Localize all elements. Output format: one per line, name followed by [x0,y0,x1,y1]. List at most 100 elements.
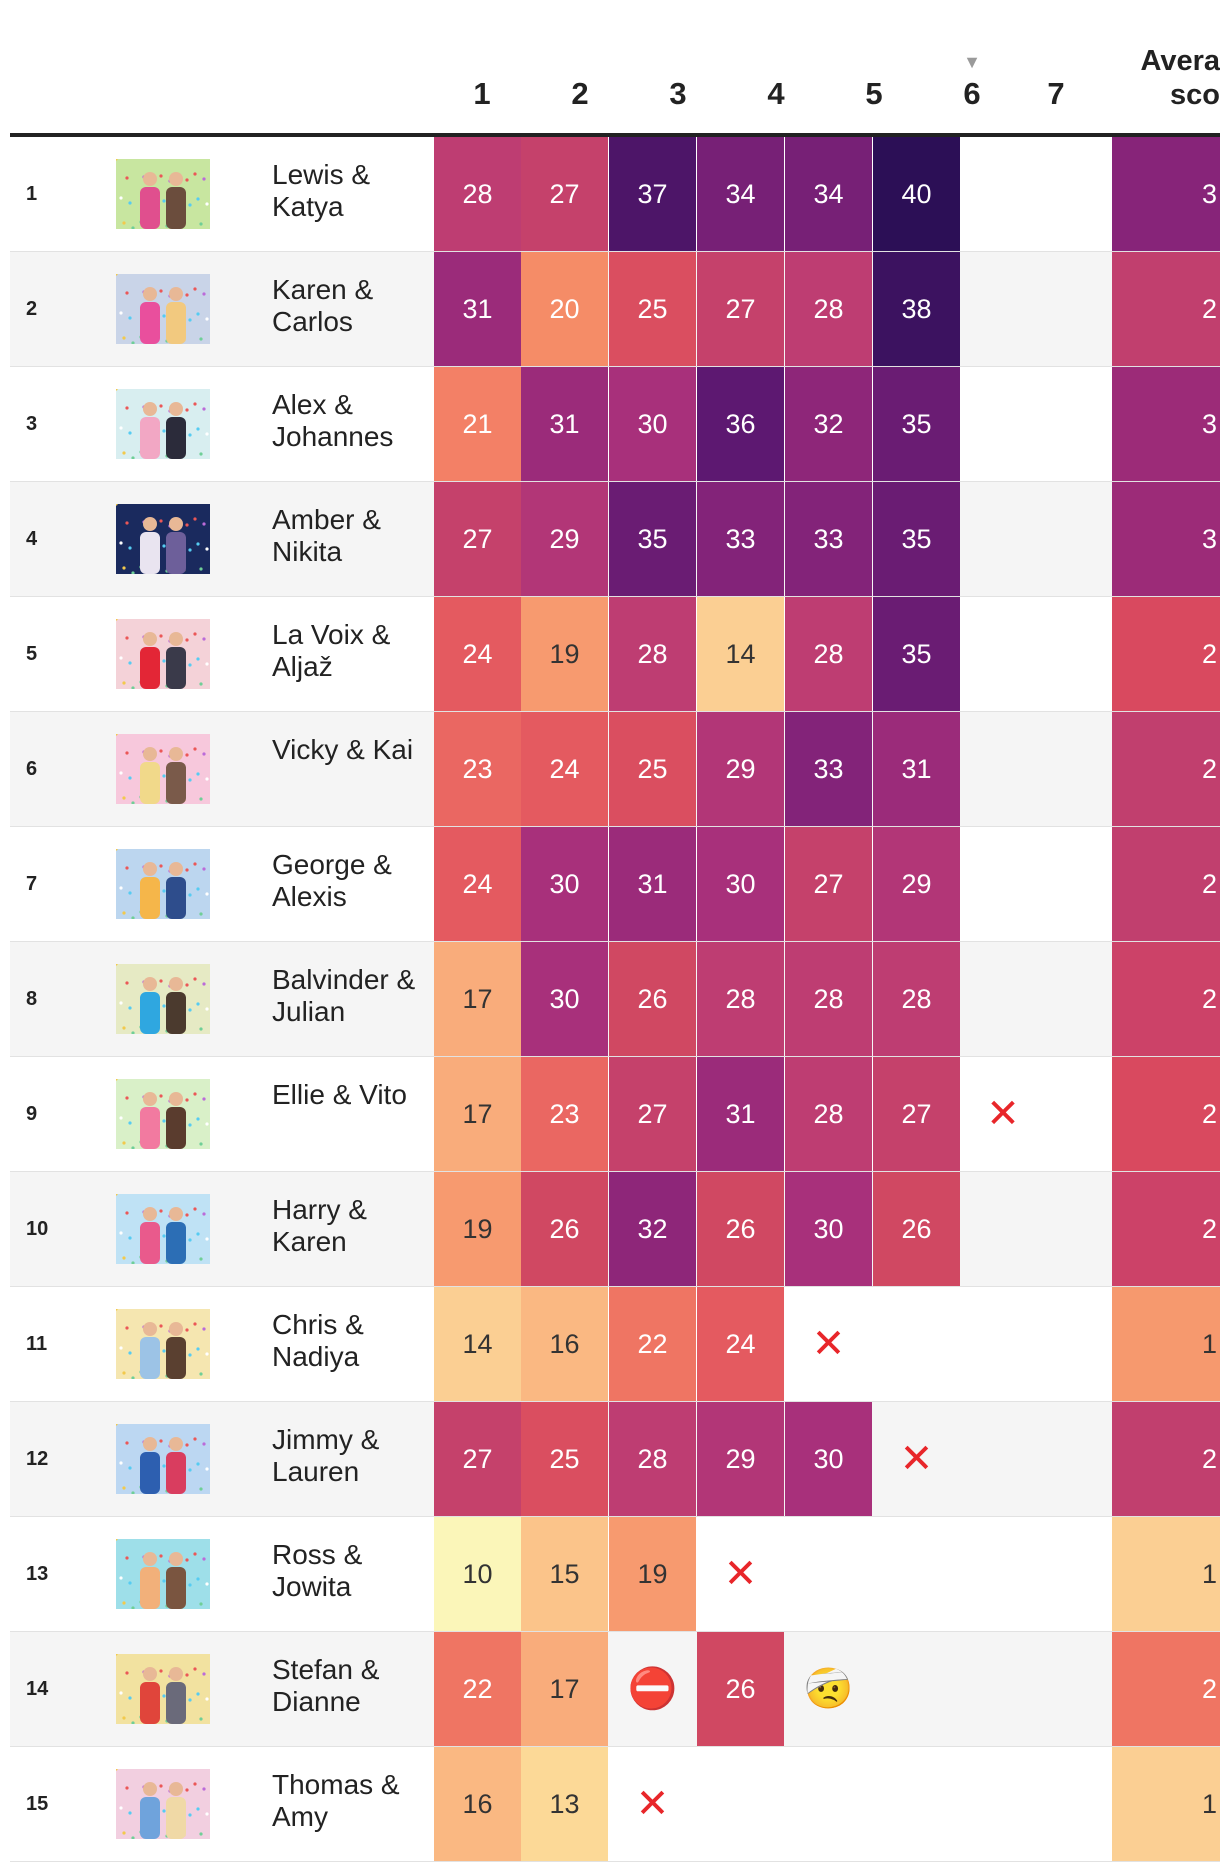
rank-number: 13 [26,1563,49,1585]
week-score-cell: 29 [873,827,960,941]
table-row[interactable]: 9 Ellie & Vito 17 23 27 31 28 27 ✕ 2 [10,1057,1220,1172]
week-score-cell: 27 [873,1057,960,1171]
rank-number: 4 [26,528,38,550]
couple-names: George & Alexis [272,849,392,912]
week-score-cell: 37 [609,137,696,251]
week-score-cell: 24 [434,827,521,941]
table-row[interactable]: 3 Alex & Johannes 21 31 30 36 32 35 3 [10,367,1220,482]
empty-score-cell [961,1172,1045,1286]
couple-photo [116,389,210,459]
week-score-cell: 36 [697,367,784,481]
average-header-line2: sco [1170,79,1220,111]
week-score-cell: 13 [521,1747,608,1861]
week-score-cell: 25 [609,252,696,366]
week-score-cell: 32 [785,367,872,481]
empty-score-cell [961,1747,1045,1861]
week-score-cell: 28 [785,942,872,1056]
empty-score-cell [961,1402,1045,1516]
week-score-cell: 35 [873,482,960,596]
week-score-cell: 28 [697,942,784,1056]
week-score-cell: 32 [609,1172,696,1286]
table-row[interactable]: 4 Amber & Nikita 27 29 35 33 33 35 3 [10,482,1220,597]
couple-photo [116,1309,210,1379]
week-score-cell: 28 [609,1402,696,1516]
week-score-cell: 26 [521,1172,608,1286]
week-score-cell: 28 [785,597,872,711]
week-score-cell: 19 [434,1172,521,1286]
couple-photo [116,1539,210,1609]
table-row[interactable]: 10 Harry & Karen 19 26 32 26 30 26 2 [10,1172,1220,1287]
week-score-cell: 27 [521,137,608,251]
week-score-cell: 16 [434,1747,521,1861]
table-row[interactable]: 14 Stefan & Dianne 22 17 ⛔ 26 🤕 2 [10,1632,1220,1747]
week-7-header[interactable]: 7 [1047,76,1065,111]
rank-number: 1 [26,183,38,205]
table-row[interactable]: 6 Vicky & Kai 23 24 25 29 33 31 2 [10,712,1220,827]
average-score-cell: 2 [1112,942,1220,1056]
rank-number: 2 [26,298,38,320]
week-2-header[interactable]: 2 [571,76,589,111]
empty-score-cell [961,827,1045,941]
couple-photo [116,849,210,919]
week-score-cell: 30 [521,942,608,1056]
table-row[interactable]: 5 La Voix & Aljaž 24 19 28 14 28 35 2 [10,597,1220,712]
empty-score-cell [961,252,1045,366]
couple-names: Chris & Nadiya [272,1309,364,1372]
week-score-cell: 27 [434,1402,521,1516]
week-1-header[interactable]: 1 [473,76,491,111]
empty-score-cell [873,1747,960,1861]
table-row[interactable]: 12 Jimmy & Lauren 27 25 28 29 30 ✕ 2 [10,1402,1220,1517]
week-4-header[interactable]: 4 [767,76,785,111]
week-6-header[interactable]: 6 [963,76,981,111]
couple-names: La Voix & Aljaž [272,619,391,682]
average-score-cell: 2 [1112,712,1220,826]
injured-face-icon: 🤕 [803,1667,854,1711]
couple-photo [116,1194,210,1264]
empty-score-cell [873,1632,960,1746]
couple-names: Vicky & Kai [272,734,414,765]
week-score-cell: 29 [521,482,608,596]
table-row[interactable]: 13 Ross & Jowita 10 15 19 ✕ 1 [10,1517,1220,1632]
eliminated-icon: ✕ [811,1322,846,1366]
table-row[interactable]: 11 Chris & Nadiya 14 16 22 24 ✕ 1 [10,1287,1220,1402]
week-score-cell: 30 [609,367,696,481]
week-5-header[interactable]: 5 [865,76,883,111]
average-score-cell: 3 [1112,367,1220,481]
empty-score-cell [961,712,1045,826]
table-row[interactable]: 7 George & Alexis 24 30 31 30 27 29 2 [10,827,1220,942]
week-3-header[interactable]: 3 [669,76,687,111]
sort-down-icon[interactable]: ▼ [963,52,981,72]
week-score-cell: 27 [785,827,872,941]
average-score-cell: 3 [1112,137,1220,251]
week-score-cell: 28 [873,942,960,1056]
table-row[interactable]: 1 Lewis & Katya 28 27 37 34 34 40 3 [10,137,1220,252]
week-score-cell: 34 [785,137,872,251]
average-score-header[interactable]: Avera sco [1110,44,1220,112]
week-score-cell: 31 [697,1057,784,1171]
week-score-cell: 25 [521,1402,608,1516]
empty-score-cell [873,1517,960,1631]
table-row[interactable]: 15 Thomas & Amy 16 13 ✕ 1 [10,1747,1220,1862]
couple-names: Karen & Carlos [272,274,374,337]
couple-names: Alex & Johannes [272,389,394,452]
week-score-cell: 29 [697,712,784,826]
couple-names: Harry & Karen [272,1194,367,1257]
week-score-cell: 40 [873,137,960,251]
week-score-cell: 38 [873,252,960,366]
average-score-cell: 2 [1112,597,1220,711]
table-row[interactable]: 2 Karen & Carlos 31 20 25 27 28 38 2 [10,252,1220,367]
average-score-cell: 2 [1112,252,1220,366]
week-score-cell: 31 [873,712,960,826]
week-score-cell: 24 [434,597,521,711]
empty-score-cell [961,597,1045,711]
week-score-cell: 19 [521,597,608,711]
table-row[interactable]: 8 Balvinder & Julian 17 30 26 28 28 28 2 [10,942,1220,1057]
week-score-cell: 14 [697,597,784,711]
week-score-cell: 23 [521,1057,608,1171]
couple-names: Lewis & Katya [272,159,371,222]
empty-score-cell [785,1747,872,1861]
average-score-cell: 2 [1112,827,1220,941]
week-score-cell: 20 [521,252,608,366]
week-score-cell: 31 [521,367,608,481]
week-score-cell: 10 [434,1517,521,1631]
